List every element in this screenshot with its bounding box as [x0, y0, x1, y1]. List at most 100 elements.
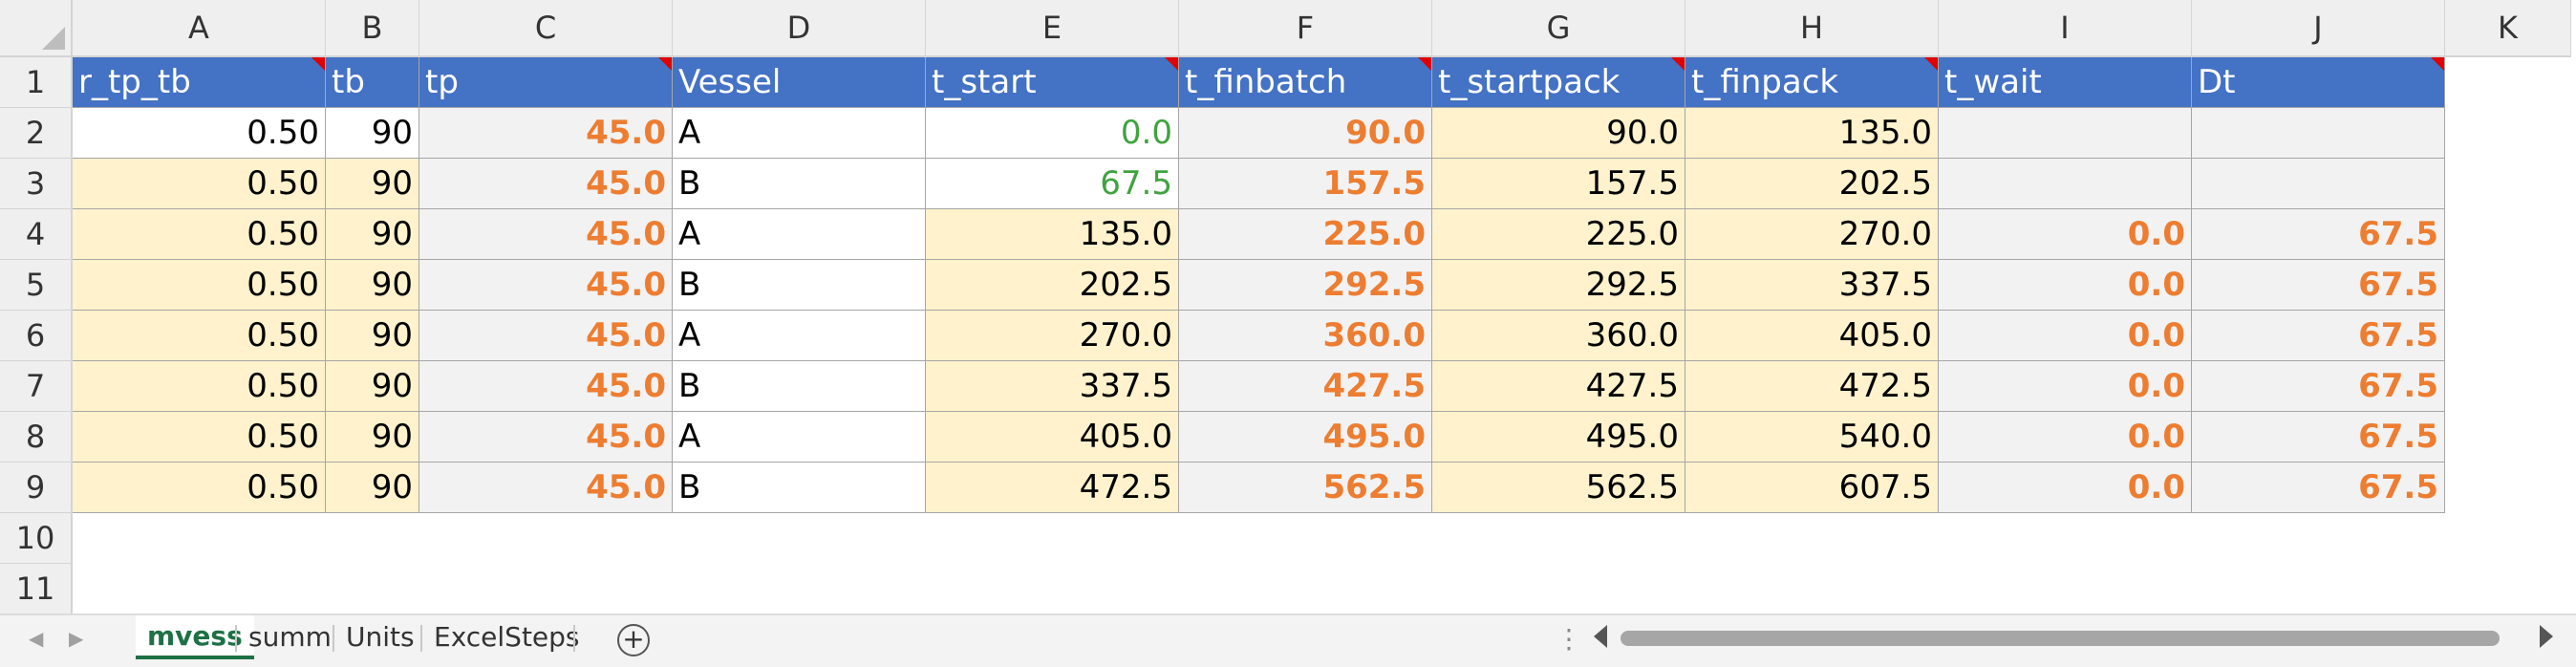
cell-a7[interactable]: 0.50	[73, 361, 326, 412]
header-cell-f1[interactable]: t_finbatch	[1179, 57, 1432, 108]
cell-f3[interactable]: 157.5	[1179, 159, 1432, 209]
scroll-right-icon[interactable]	[2540, 625, 2553, 648]
column-header-i[interactable]: I	[1939, 0, 2192, 57]
cell-f9[interactable]: 562.5	[1179, 463, 1432, 513]
cell-b2[interactable]: 90	[326, 108, 419, 159]
cell-g6[interactable]: 360.0	[1432, 311, 1685, 361]
sheet-tab-units[interactable]: Units	[346, 620, 415, 653]
cell-c6[interactable]: 45.0	[419, 311, 673, 361]
column-header-f[interactable]: F	[1179, 0, 1432, 57]
cell-d4[interactable]: A	[673, 209, 926, 260]
cell-e5[interactable]: 202.5	[926, 260, 1179, 311]
cell-c7[interactable]: 45.0	[419, 361, 673, 412]
cell-b8[interactable]: 90	[326, 412, 419, 463]
scroll-left-icon[interactable]	[1594, 625, 1607, 648]
cell-c9[interactable]: 45.0	[419, 463, 673, 513]
chevron-right-icon[interactable]: ▶	[69, 627, 84, 650]
header-cell-e1[interactable]: t_start	[926, 57, 1179, 108]
cell-h6[interactable]: 405.0	[1685, 311, 1939, 361]
comment-indicator-icon[interactable]	[311, 57, 325, 71]
cell-g4[interactable]: 225.0	[1432, 209, 1685, 260]
column-header-j[interactable]: J	[2192, 0, 2445, 57]
cell-h7[interactable]: 472.5	[1685, 361, 1939, 412]
cell-b4[interactable]: 90	[326, 209, 419, 260]
cell-e9[interactable]: 472.5	[926, 463, 1179, 513]
chevron-left-icon[interactable]: ◀	[29, 627, 44, 650]
cell-i6[interactable]: 0.0	[1939, 311, 2192, 361]
column-header-d[interactable]: D	[673, 0, 926, 57]
plus-circle-icon[interactable]: +	[617, 624, 650, 656]
cell-j6[interactable]: 67.5	[2192, 311, 2445, 361]
cell-j8[interactable]: 67.5	[2192, 412, 2445, 463]
header-cell-b1[interactable]: tb	[326, 57, 419, 108]
cell-e2[interactable]: 0.0	[926, 108, 1179, 159]
cell-g9[interactable]: 562.5	[1432, 463, 1685, 513]
sheet-tab-excelsteps[interactable]: ExcelSteps	[434, 620, 580, 653]
cell-b5[interactable]: 90	[326, 260, 419, 311]
cell-a9[interactable]: 0.50	[73, 463, 326, 513]
sheet-tab-summ[interactable]: summ	[248, 620, 332, 653]
column-header-h[interactable]: H	[1685, 0, 1939, 57]
cell-e4[interactable]: 135.0	[926, 209, 1179, 260]
cell-f8[interactable]: 495.0	[1179, 412, 1432, 463]
cell-f7[interactable]: 427.5	[1179, 361, 1432, 412]
select-all-corner[interactable]	[0, 0, 73, 57]
cell-d5[interactable]: B	[673, 260, 926, 311]
cell-d9[interactable]: B	[673, 463, 926, 513]
cell-d7[interactable]: B	[673, 361, 926, 412]
cell-h8[interactable]: 540.0	[1685, 412, 1939, 463]
cell-j2[interactable]	[2192, 108, 2445, 159]
header-cell-c1[interactable]: tp	[419, 57, 673, 108]
row-header-4[interactable]: 4	[0, 209, 73, 260]
cell-i4[interactable]: 0.0	[1939, 209, 2192, 260]
cell-f2[interactable]: 90.0	[1179, 108, 1432, 159]
cell-j9[interactable]: 67.5	[2192, 463, 2445, 513]
comment-indicator-icon[interactable]	[1671, 57, 1685, 71]
column-header-k[interactable]: K	[2445, 0, 2571, 57]
cell-e7[interactable]: 337.5	[926, 361, 1179, 412]
comment-indicator-icon[interactable]	[1165, 57, 1178, 71]
cell-i7[interactable]: 0.0	[1939, 361, 2192, 412]
cell-d6[interactable]: A	[673, 311, 926, 361]
cell-a3[interactable]: 0.50	[73, 159, 326, 209]
column-header-a[interactable]: A	[73, 0, 326, 57]
cell-e6[interactable]: 270.0	[926, 311, 1179, 361]
cell-j7[interactable]: 67.5	[2192, 361, 2445, 412]
row-header-10[interactable]: 10	[0, 513, 73, 564]
column-header-c[interactable]: C	[419, 0, 673, 57]
column-header-g[interactable]: G	[1432, 0, 1685, 57]
row-header-3[interactable]: 3	[0, 159, 73, 209]
row-header-2[interactable]: 2	[0, 108, 73, 159]
row-header-8[interactable]: 8	[0, 412, 73, 463]
header-cell-a1[interactable]: r_tp_tb	[73, 57, 326, 108]
cell-d3[interactable]: B	[673, 159, 926, 209]
row-header-6[interactable]: 6	[0, 311, 73, 361]
row-header-11[interactable]: 11	[0, 564, 73, 613]
cell-g7[interactable]: 427.5	[1432, 361, 1685, 412]
vertical-dots-icon[interactable]: ⋮	[1556, 623, 1582, 655]
cell-g3[interactable]: 157.5	[1432, 159, 1685, 209]
cell-j3[interactable]	[2192, 159, 2445, 209]
cell-d8[interactable]: A	[673, 412, 926, 463]
cell-h4[interactable]: 270.0	[1685, 209, 1939, 260]
header-cell-h1[interactable]: t_finpack	[1685, 57, 1939, 108]
header-cell-i1[interactable]: t_wait	[1939, 57, 2192, 108]
comment-indicator-icon[interactable]	[658, 57, 672, 71]
cell-g2[interactable]: 90.0	[1432, 108, 1685, 159]
header-cell-g1[interactable]: t_startpack	[1432, 57, 1685, 108]
comment-indicator-icon[interactable]	[1924, 57, 1938, 71]
cell-a2[interactable]: 0.50	[73, 108, 326, 159]
row-header-7[interactable]: 7	[0, 361, 73, 412]
cell-a4[interactable]: 0.50	[73, 209, 326, 260]
cell-b7[interactable]: 90	[326, 361, 419, 412]
cell-i3[interactable]	[1939, 159, 2192, 209]
sheet-tab-mvess[interactable]: mvess	[136, 615, 254, 659]
header-cell-d1[interactable]: Vessel	[673, 57, 926, 108]
cell-i9[interactable]: 0.0	[1939, 463, 2192, 513]
cell-d2[interactable]: A	[673, 108, 926, 159]
cell-f4[interactable]: 225.0	[1179, 209, 1432, 260]
cell-i2[interactable]	[1939, 108, 2192, 159]
cell-c5[interactable]: 45.0	[419, 260, 673, 311]
column-header-e[interactable]: E	[926, 0, 1179, 57]
row-header-5[interactable]: 5	[0, 260, 73, 311]
